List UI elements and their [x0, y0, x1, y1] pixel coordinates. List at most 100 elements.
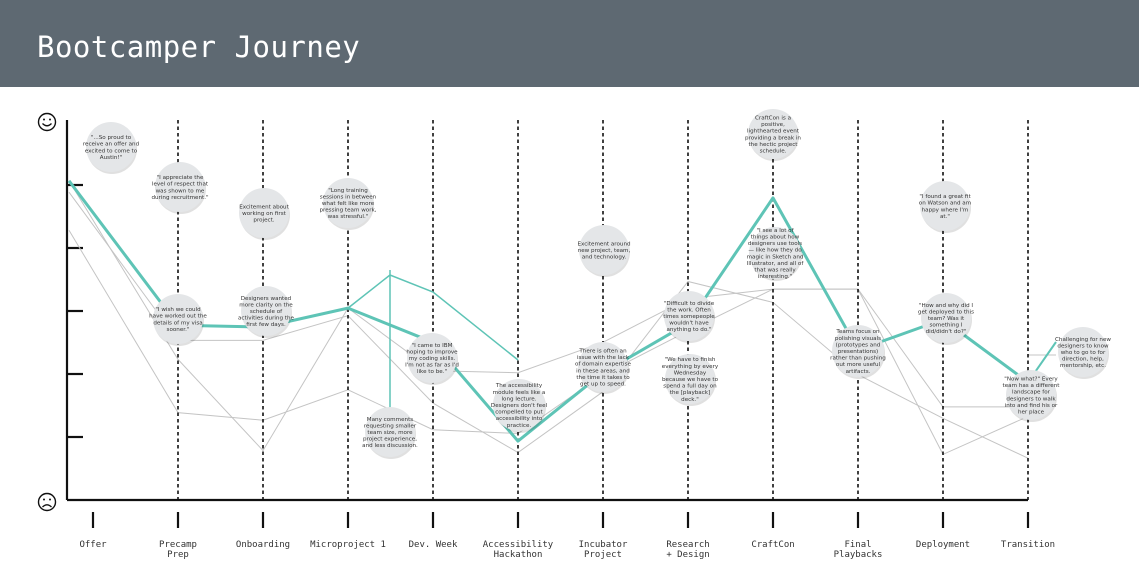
- quote-bubble-text: the hectic project: [748, 142, 798, 148]
- quote-bubble-text: Many comments: [367, 417, 413, 423]
- quote-bubble-text: sooner.": [167, 327, 190, 333]
- quote-bubble-text: "I see a lot of: [756, 228, 794, 234]
- quote-bubble-text: get up to speed.: [580, 382, 626, 388]
- quote-bubble-text: — like how they do: [748, 248, 802, 254]
- quote-bubble-circle: [832, 325, 884, 377]
- stage-label: Deployment: [916, 540, 970, 550]
- quote-bubble-circle: [664, 291, 714, 341]
- quote-bubble-text: "I came to IBM: [412, 343, 453, 349]
- quote-bubble-text: issue with the lack: [577, 355, 630, 361]
- stage-label: Transition: [1001, 540, 1055, 550]
- quote-bubble-text: Illustrator, and all of: [747, 261, 805, 267]
- quote-bubble-text: the [playback]: [670, 390, 710, 396]
- quote-bubble-text: things about how: [751, 235, 800, 241]
- quote-bubble-circle: [1006, 370, 1056, 420]
- quote-bubble-text: have worked out the: [149, 314, 207, 320]
- quote-bubble-text: and technology.: [582, 255, 627, 261]
- quote-bubble-text: schedule.: [760, 149, 787, 155]
- page-header: Bootcamper Journey: [0, 0, 1139, 87]
- stage-label: Microproject 1: [310, 540, 386, 550]
- quote-bubble-text: Challenging for new: [1055, 337, 1111, 343]
- sentiment-icons: [37, 112, 57, 512]
- quote-bubble-text: Designers wanted: [241, 296, 292, 302]
- individual-journey-line: [68, 191, 1029, 459]
- quote-bubble-text: who to go to for: [1061, 350, 1106, 356]
- quote-bubble-circle: [493, 379, 545, 431]
- stage-label: CraftCon: [751, 540, 794, 550]
- quote-bubble-text: into and find his or: [1005, 403, 1058, 409]
- stage-label: Project: [584, 550, 622, 560]
- quote-bubble-text: get deployed to this: [918, 309, 974, 315]
- quote-bubble-text: level of respect that: [152, 182, 209, 188]
- quote-bubble-text: excited to come to: [85, 148, 138, 154]
- individual-journey-line: [68, 229, 1029, 456]
- quote-bubble-text: what felt like more: [322, 201, 375, 207]
- quote-bubble-text: my coding skills.: [409, 356, 456, 362]
- quote-bubble-text: of domain expertise: [575, 362, 632, 368]
- quote-bubble-text: Austin!": [100, 155, 123, 161]
- quote-bubble-text: CraftCon is a: [755, 116, 791, 122]
- quote-bubble-text: Excitement about: [239, 204, 289, 210]
- stage-label: Onboarding: [236, 540, 290, 550]
- stage-label: Prep: [167, 550, 189, 560]
- quote-bubble-text: interesting.": [758, 274, 793, 280]
- stage-label: Final: [844, 540, 871, 550]
- sentiment-axis: [65, 120, 1028, 502]
- quote-bubble-text: providing a break in: [745, 135, 801, 141]
- quote-bubble-text: long lecture.: [501, 396, 536, 402]
- quote-bubble-text: project experience,: [363, 437, 417, 443]
- individual-journey-lines: [68, 180, 1056, 459]
- individual-journey-line: [68, 180, 1028, 452]
- quote-bubble-text: lighthearted event: [747, 129, 800, 135]
- stage-label: Precamp: [159, 540, 197, 550]
- quote-bubble-text: "I wish we could: [155, 307, 201, 313]
- quote-bubble-text: details of my visa: [153, 320, 202, 326]
- quote-bubble-text: anything to do.": [666, 327, 711, 333]
- quote-bubble-text: on Watson and am: [919, 201, 971, 207]
- quote-bubble-text: was stressful.": [328, 214, 369, 220]
- quote-bubble-text: working on first: [242, 211, 286, 217]
- quote-bubble-circle: [579, 225, 629, 275]
- average-sentiment-line: [67, 179, 1057, 443]
- quote-bubble-circle: [241, 286, 291, 336]
- quote-bubble-text: at.": [940, 214, 950, 220]
- stage-label: Dev. Week: [409, 540, 458, 550]
- stage-label: Hackathon: [494, 550, 543, 560]
- quote-bubble-text: activities during the: [238, 316, 295, 322]
- quote-bubble-text: that was really: [754, 268, 796, 274]
- quote-bubble-text: spend a full day on: [663, 384, 717, 390]
- quote-bubble-text: rather than pushing: [830, 356, 886, 362]
- quote-bubble-text: "Now what?" Every: [1004, 377, 1058, 383]
- quote-bubble-text: hoping to improve: [406, 349, 458, 355]
- quote-bubble-text: Designers don't feel: [491, 403, 548, 409]
- quote-bubble-text: "We have to finish: [665, 357, 716, 363]
- quote-bubble-circle: [749, 227, 801, 279]
- quote-bubble-text: first few days.: [246, 322, 286, 328]
- quote-bubble-circle: [155, 162, 205, 212]
- quote-bubble-text: team has a different: [1003, 383, 1061, 389]
- quote-bubble-text: designers to walk: [1006, 396, 1056, 402]
- happy-face-icon: [37, 112, 57, 132]
- quote-bubble-text: "Difficult to divide: [664, 301, 715, 307]
- quote-bubble-text: "How and why did I: [919, 303, 973, 309]
- quote-bubble-circle: [748, 109, 798, 159]
- average-sentiment-line: [67, 179, 1029, 443]
- quote-bubble-text: something I: [929, 323, 962, 329]
- quote-bubble-text: the time it takes to: [576, 375, 630, 381]
